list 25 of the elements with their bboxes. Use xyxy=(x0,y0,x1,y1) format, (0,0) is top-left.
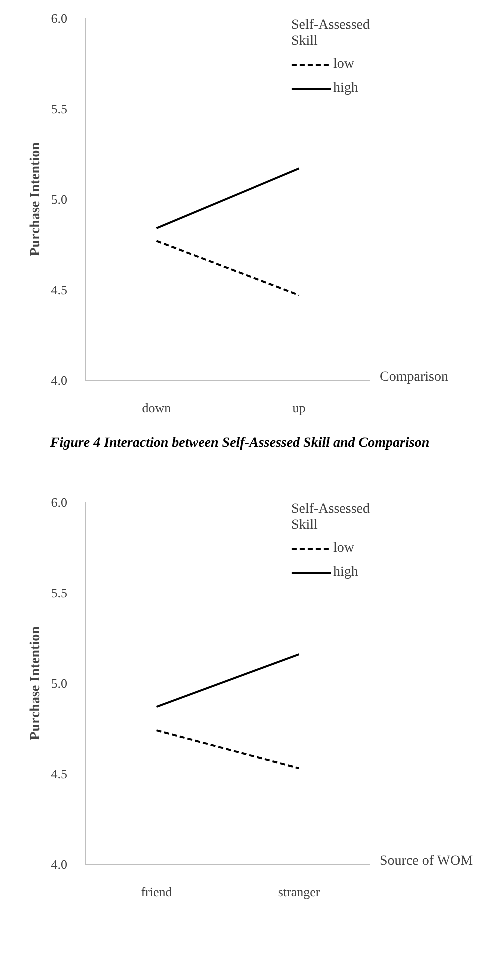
x-axis-title: Comparison xyxy=(380,370,448,386)
y-axis-title: Purchase Intention xyxy=(28,142,44,256)
legend-title: Self-Assessed Skill xyxy=(291,18,370,50)
y-tick-label: 4.5 xyxy=(51,766,68,782)
legend-label: low xyxy=(333,541,354,557)
y-tick-label: 4.0 xyxy=(51,857,68,872)
x-axis-title: Source of WOM xyxy=(380,854,474,870)
y-tick-label: 6.0 xyxy=(51,11,68,26)
x-tick-label: down xyxy=(142,400,172,416)
y-tick-label: 5.0 xyxy=(51,676,68,691)
y-axis-title: Purchase Intention xyxy=(28,626,44,740)
caption: Figure 4 Interaction between Self-Assessed Skill and Comparison xyxy=(50,435,430,453)
legend-title: Self-Assessed Skill xyxy=(291,502,370,534)
y-tick-label: 5.5 xyxy=(51,102,68,116)
y-tick-label: 5.0 xyxy=(51,192,68,207)
legend-label: high xyxy=(333,81,358,97)
y-tick-label: 4.5 xyxy=(51,282,68,298)
legend-label: low xyxy=(333,57,354,73)
x-tick-label: friend xyxy=(141,884,173,900)
y-tick-label: 6.0 xyxy=(51,495,68,510)
y-tick-label: 4.0 xyxy=(51,373,68,388)
x-tick-label: stranger xyxy=(278,884,321,900)
y-tick-label: 5.5 xyxy=(51,586,68,600)
legend-label: high xyxy=(333,565,358,581)
x-tick-label: up xyxy=(292,400,306,416)
